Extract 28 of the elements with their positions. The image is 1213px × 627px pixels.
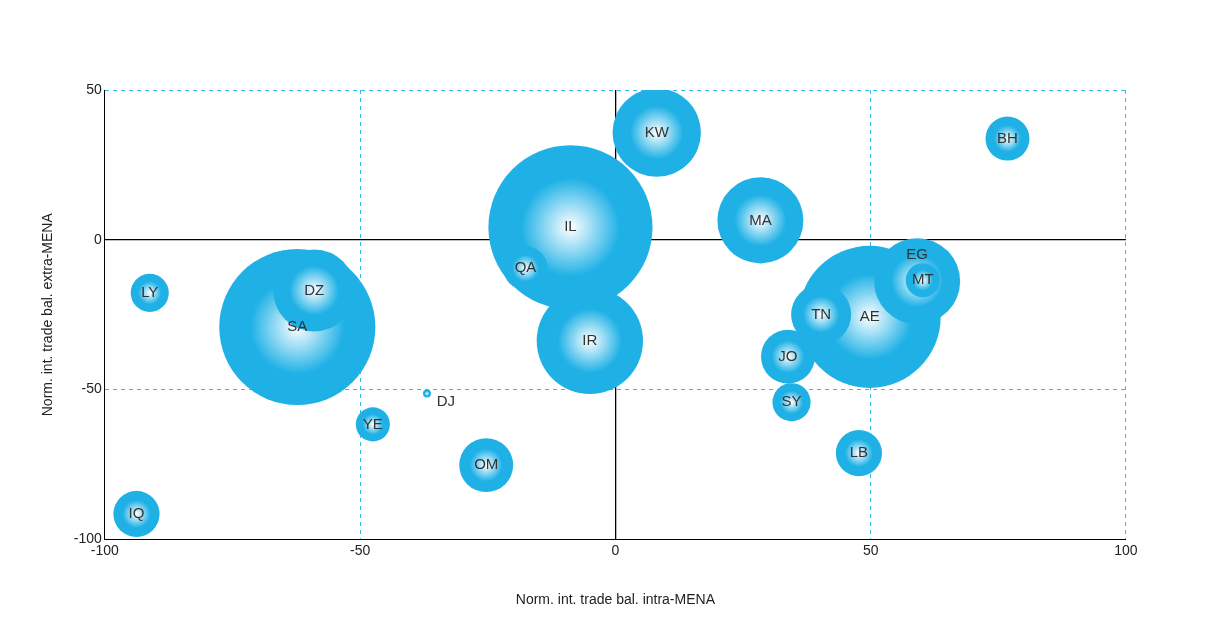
y-axis-title: Norm. int. trade bal. extra-MENA <box>39 212 56 417</box>
annotation: JO <box>778 346 798 364</box>
x-tick-label: 0 <box>611 541 620 558</box>
annotation: BH <box>997 128 1018 146</box>
y-tick-label: 0 <box>94 230 103 247</box>
annotation: AE <box>859 306 880 324</box>
annotation: OM <box>474 455 499 473</box>
annotation: MT <box>911 270 934 288</box>
annotation: DJ <box>436 391 456 409</box>
annotation: LY <box>141 283 159 300</box>
x-tick-label: 50 <box>862 541 879 558</box>
annotation: DZ <box>304 280 325 298</box>
x-tick-label: -50 <box>349 541 371 558</box>
annotation: MA <box>749 210 772 228</box>
x-axis-title: Norm. int. trade bal. intra-MENA <box>515 591 716 608</box>
annotation: QA <box>514 258 537 276</box>
x-tick-label: 100 <box>1114 541 1138 558</box>
annotation: SY <box>781 392 802 410</box>
annotation: KW <box>644 122 670 140</box>
y-tick-label: 50 <box>86 80 103 97</box>
annotation: IQ <box>128 504 145 522</box>
annotation: TN <box>811 304 832 322</box>
annotation: LB <box>849 443 869 461</box>
annotation: IL <box>564 217 577 235</box>
annotation: YE <box>362 414 383 432</box>
y-tick-label: -50 <box>81 380 103 397</box>
annotation: EG <box>906 245 928 263</box>
annotation: IR <box>582 330 598 348</box>
